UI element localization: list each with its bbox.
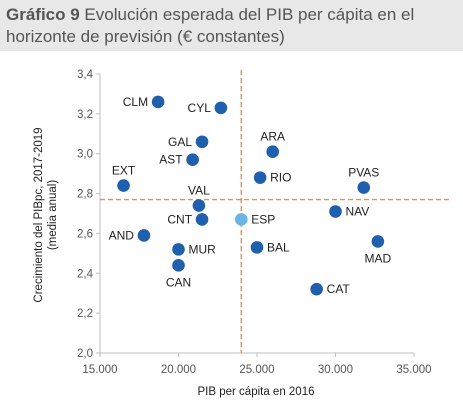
y-tick-label: 3,2 [77, 109, 93, 121]
data-point-nav [329, 205, 342, 218]
point-label-clm: CLM [123, 95, 148, 109]
chart-title: Gráfico 9 Evolución esperada del PIB per… [6, 4, 456, 48]
data-point-ast [186, 153, 199, 166]
data-point-and [137, 229, 151, 242]
data-point-cat [310, 282, 323, 296]
y-tick-label: 2,6 [77, 228, 93, 240]
x-tick-label: 30.000 [318, 364, 353, 376]
x-tick-label: 35.000 [396, 364, 431, 376]
x-tick-label: 20.000 [161, 364, 196, 376]
y-tick-label: 3,0 [77, 149, 93, 161]
data-point-val [192, 199, 206, 212]
point-label-pvas: PVAS [348, 166, 379, 180]
data-point-cnt [195, 213, 209, 226]
point-label-nav: NAV [346, 205, 370, 219]
point-label-and: AND [109, 228, 135, 242]
y-tick-label: 2,4 [77, 268, 94, 280]
x-tick-label: 25.000 [239, 364, 274, 376]
data-point-rio [253, 171, 267, 184]
point-label-rio: RIO [270, 171, 291, 185]
data-point-cyl [214, 101, 228, 115]
y-tick-label: 2,8 [77, 189, 93, 201]
data-point-pvas [357, 181, 371, 194]
y-axis-label-line2: (media anual) [47, 180, 59, 250]
data-point-clm [151, 95, 165, 109]
chart-header: Gráfico 9 Evolución esperada del PIB per… [0, 0, 463, 51]
y-tick-label: 3,4 [77, 69, 94, 81]
data-point-mur [172, 243, 185, 256]
point-label-cnt: CNT [167, 212, 192, 226]
y-tick-label: 2,0 [77, 348, 93, 360]
data-point-bal [250, 241, 264, 254]
point-label-esp: ESP [251, 212, 275, 226]
chart-title-lead: Gráfico 9 [6, 5, 80, 24]
chart-title-text: Evolución esperada del PIB per cápita en… [6, 5, 415, 46]
point-label-val: VAL [188, 184, 210, 198]
y-tick-label: 2,2 [77, 308, 93, 320]
y-axis-label-line1: Crecimiento del PIBpc, 2017-2019 [33, 127, 45, 302]
data-point-gal [195, 135, 209, 149]
point-label-mad: MAD [365, 251, 392, 265]
x-axis-label: PIB per cápita en 2016 [198, 386, 315, 398]
point-label-can: CAN [166, 275, 191, 289]
data-point-esp [235, 213, 248, 226]
point-label-ast: AST [159, 153, 183, 167]
x-tick-label: 15.000 [82, 364, 117, 376]
scatter-chart: 15.000 20.000 25.000 30.000 35.000 2,0 2,2 2,4 2… [33, 69, 452, 398]
point-label-ara: ARA [260, 130, 285, 144]
point-label-cat: CAT [327, 282, 351, 296]
point-label-bal: BAL [267, 240, 290, 254]
point-label-cyl: CYL [188, 101, 212, 115]
data-point-ara [266, 145, 280, 159]
point-label-mur: MUR [189, 242, 217, 256]
data-point-mad [371, 235, 385, 248]
data-point-can [172, 259, 185, 272]
data-point-ext [117, 179, 130, 192]
point-label-ext: EXT [112, 164, 136, 178]
point-label-gal: GAL [168, 135, 192, 149]
